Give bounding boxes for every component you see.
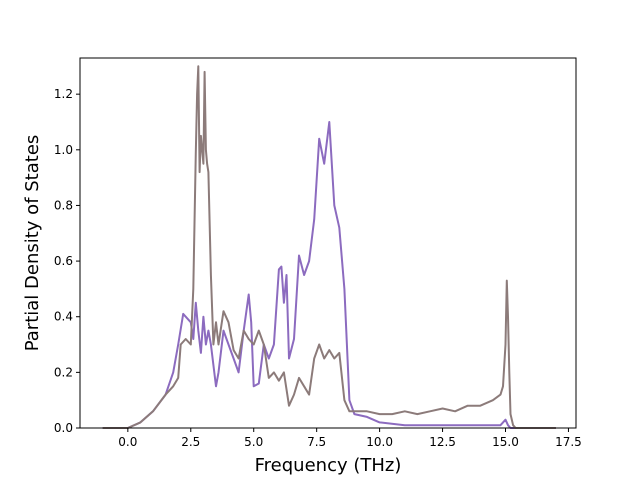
series-layer	[102, 65, 556, 429]
y-tick-label: 0.4	[54, 310, 73, 324]
x-ticks: 0.0 2.5 5.0 7.5 10.0 12.5 15.0 17.5	[118, 428, 582, 449]
y-tick-label: 0.0	[54, 421, 73, 435]
series-line-1	[102, 121, 556, 429]
y-tick-label: 1.2	[54, 87, 73, 101]
series-line-2	[102, 65, 556, 429]
x-tick-label: 10.0	[366, 435, 393, 449]
y-axis-label: Partial Density of States	[22, 135, 43, 352]
plot-frame	[79, 57, 577, 429]
x-tick-label: 15.0	[492, 435, 519, 449]
x-axis-label: Frequency (THz)	[255, 455, 402, 476]
x-tick-label: 5.0	[244, 435, 263, 449]
x-tick-label: 12.5	[429, 435, 456, 449]
x-tick-label: 2.5	[181, 435, 200, 449]
y-tick-label: 0.8	[54, 198, 73, 212]
y-tick-label: 0.6	[54, 254, 73, 268]
y-tick-label: 0.2	[54, 365, 73, 379]
x-tick-label: 0.0	[118, 435, 137, 449]
y-tick-label: 1.0	[54, 143, 73, 157]
y-ticks: 0.0 0.2 0.4 0.6 0.8 1.0 1.2	[54, 87, 80, 435]
x-tick-label: 7.5	[307, 435, 326, 449]
x-tick-label: 17.5	[555, 435, 582, 449]
